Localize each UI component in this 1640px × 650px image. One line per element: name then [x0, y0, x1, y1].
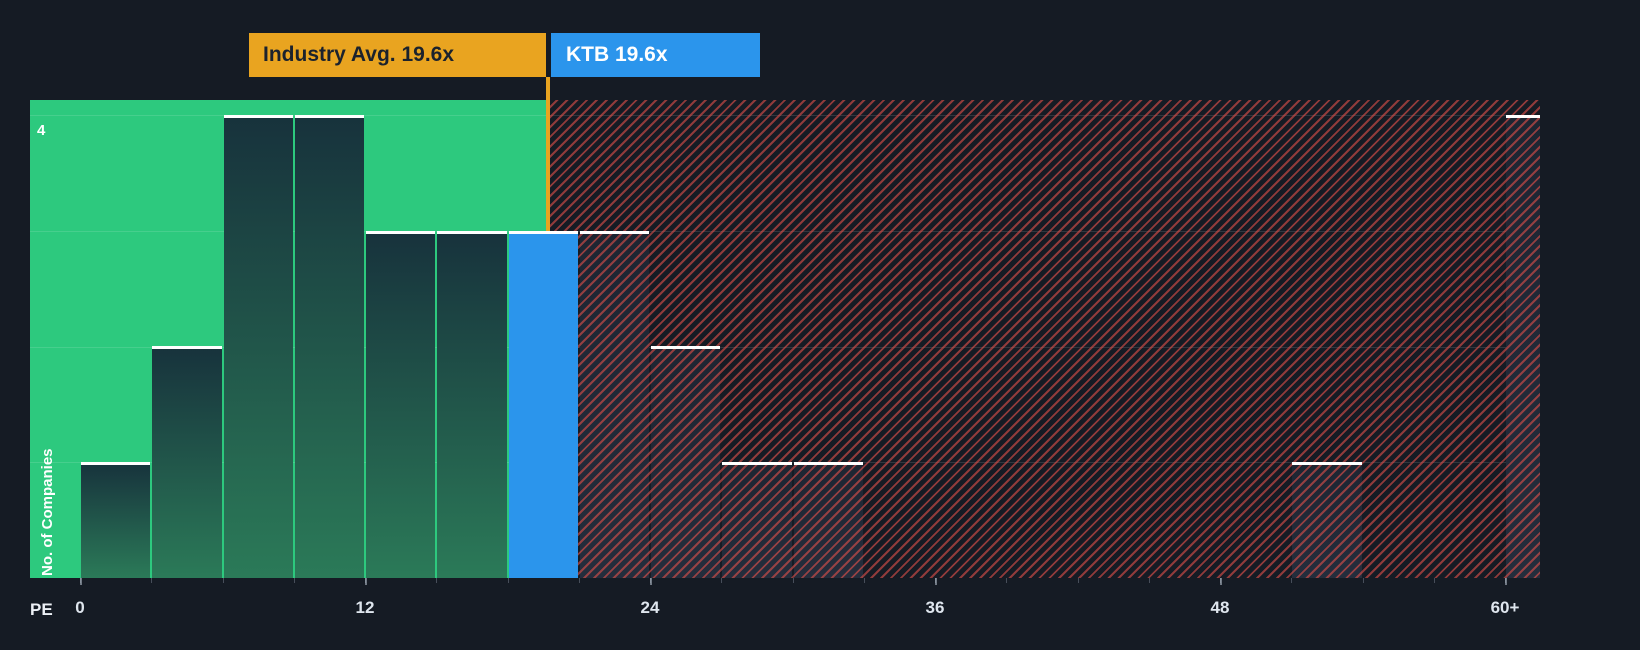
histogram-bar[interactable]	[294, 115, 364, 578]
histogram-bar[interactable]	[437, 231, 507, 578]
histogram-bar[interactable]	[366, 231, 436, 578]
x-axis-minor-tick	[793, 578, 794, 583]
x-axis-minor-tick	[1078, 578, 1079, 583]
bar-top-cap	[1292, 462, 1362, 465]
x-axis-title: PE	[30, 600, 53, 619]
above-average-hatch	[546, 100, 1540, 578]
x-axis-tick	[935, 578, 937, 585]
x-axis-tick	[1220, 578, 1222, 585]
x-axis-minor-tick	[1363, 578, 1364, 583]
x-axis-minor-tick	[1291, 578, 1292, 583]
x-axis-minor-tick	[1006, 578, 1007, 583]
x-axis-tick-label: 48	[1210, 598, 1230, 617]
bar-top-cap	[651, 346, 721, 349]
bar-top-cap	[1506, 115, 1540, 118]
x-axis-minor-tick	[294, 578, 295, 583]
x-axis-tick	[365, 578, 367, 585]
x-axis-minor-tick	[223, 578, 224, 583]
bar-top-cap	[223, 115, 293, 118]
x-axis-minor-tick	[721, 578, 722, 583]
bar-top-cap	[294, 115, 364, 118]
x-axis-tick	[650, 578, 652, 585]
industry-average-flag: Industry Avg. 19.6x	[249, 33, 546, 77]
histogram-bar[interactable]	[152, 346, 222, 578]
x-axis-tick-label: 12	[355, 598, 375, 617]
x-axis-tick-label: 60+	[1490, 598, 1520, 617]
industry-average-line	[546, 77, 550, 231]
company-bar-ktb[interactable]	[508, 231, 578, 578]
x-axis-minor-tick	[436, 578, 437, 583]
x-axis-tick-label: 36	[925, 598, 945, 617]
x-axis-tick	[1505, 578, 1507, 585]
x-axis-minor-tick	[579, 578, 580, 583]
bar-top-cap	[579, 231, 649, 234]
x-axis-tick	[80, 578, 82, 585]
x-axis-tick-label: 24	[640, 598, 660, 617]
x-axis-minor-tick	[1434, 578, 1435, 583]
y-axis-title: No. of Companies	[39, 448, 56, 576]
bar-top-cap	[81, 462, 151, 465]
histogram-bar[interactable]	[223, 115, 293, 578]
company-flag: KTB 19.6x	[551, 33, 760, 77]
bar-top-cap	[152, 346, 222, 349]
x-axis-tick-label: 0	[75, 598, 85, 617]
x-axis-minor-tick	[508, 578, 509, 583]
x-axis-minor-tick	[1149, 578, 1150, 583]
y-axis-tick-label: 4	[37, 122, 46, 139]
histogram-bar[interactable]	[81, 462, 151, 578]
x-axis-minor-tick	[151, 578, 152, 583]
bar-top-cap	[793, 462, 863, 465]
bar-top-cap	[722, 462, 792, 465]
x-axis-minor-tick	[864, 578, 865, 583]
bar-top-cap	[366, 231, 436, 234]
bar-top-cap	[437, 231, 507, 234]
bar-top-cap	[508, 231, 578, 234]
